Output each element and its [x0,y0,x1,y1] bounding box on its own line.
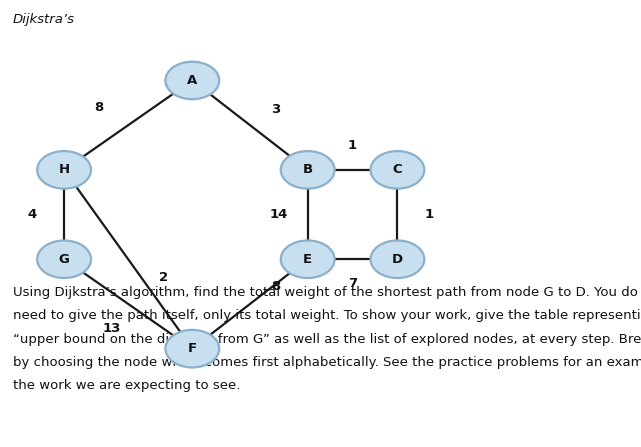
Text: B: B [303,163,313,177]
Circle shape [370,151,424,189]
Text: 1: 1 [425,208,434,221]
Circle shape [370,240,424,278]
Text: 14: 14 [270,208,288,221]
Text: G: G [59,253,69,266]
Text: 3: 3 [271,103,280,116]
Text: 7: 7 [348,277,357,291]
Text: “upper bound on the distance from G” as well as the list of explored nodes, at e: “upper bound on the distance from G” as … [13,333,641,346]
Circle shape [281,240,335,278]
Text: 1: 1 [348,139,357,152]
Text: Dijkstra’s: Dijkstra’s [13,13,75,26]
Text: E: E [303,253,312,266]
Text: need to give the path itself, only its total weight. To show your work, give the: need to give the path itself, only its t… [13,309,641,322]
Text: C: C [392,163,403,177]
Text: 13: 13 [103,322,121,335]
Text: 4: 4 [28,208,37,221]
Circle shape [165,330,219,367]
Text: the work we are expecting to see.: the work we are expecting to see. [13,379,240,392]
Text: 2: 2 [159,270,168,284]
Text: Using Dijkstra’s algorithm, find the total weight of the shortest path from node: Using Dijkstra’s algorithm, find the tot… [13,286,641,299]
Text: F: F [188,342,197,355]
Text: 8: 8 [95,101,104,114]
Text: H: H [58,163,70,177]
Circle shape [37,151,91,189]
Circle shape [281,151,335,189]
Text: 8: 8 [271,279,280,293]
Text: by choosing the node which comes first alphabetically. See the practice problems: by choosing the node which comes first a… [13,356,641,369]
Circle shape [165,62,219,99]
Text: A: A [187,74,197,87]
Text: D: D [392,253,403,266]
Circle shape [37,240,91,278]
